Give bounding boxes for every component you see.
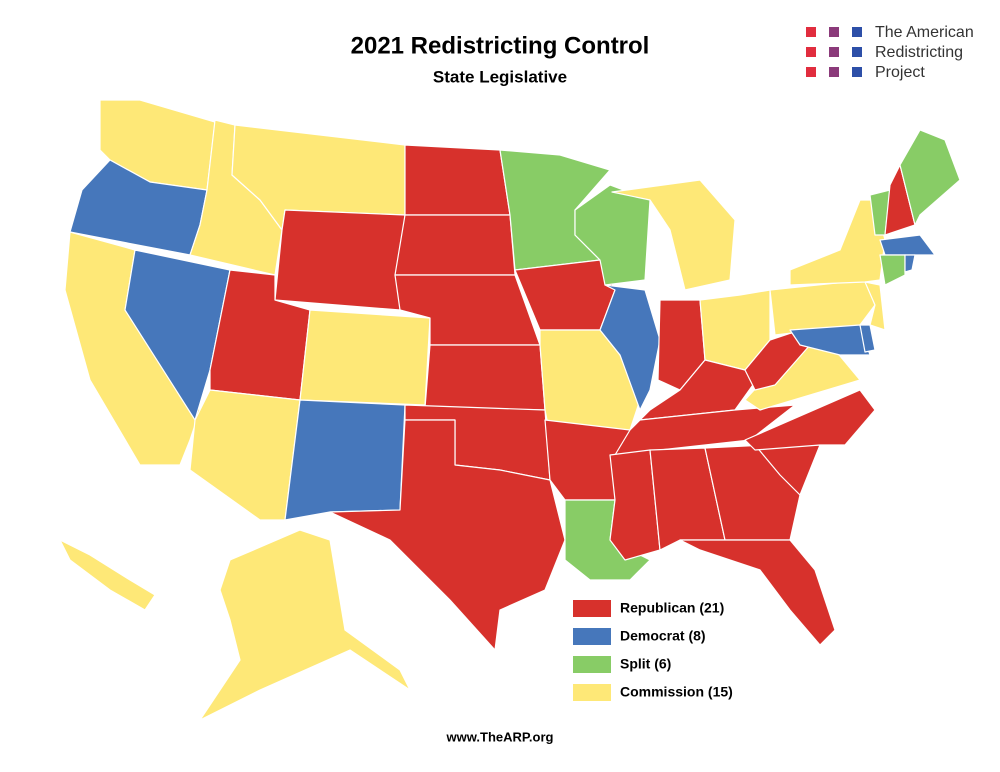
logo: The American Redistricting Project: [806, 24, 974, 81]
legend-swatch: [573, 656, 611, 673]
state: [274, 209, 406, 311]
logo-square: [829, 47, 839, 57]
state: [394, 214, 516, 276]
state: [189, 389, 301, 521]
state: [864, 281, 886, 331]
us-map: [59, 99, 961, 721]
state: [879, 254, 906, 286]
state: [424, 344, 546, 411]
logo-text: Redistricting: [875, 44, 963, 61]
state: [899, 129, 961, 226]
state: [59, 539, 156, 611]
logo-square: [806, 47, 816, 57]
state: [611, 179, 736, 291]
state: [599, 284, 661, 411]
logo-square: [829, 67, 839, 77]
legend: Republican (21) Democrat (8) Split (6) Comm…: [573, 600, 733, 701]
state: [789, 324, 871, 356]
logo-text: Project: [875, 64, 925, 81]
legend-swatch: [573, 600, 611, 617]
legend-label: Split (6): [620, 656, 671, 672]
state: [299, 309, 431, 406]
title: 2021 Redistricting Control: [351, 32, 650, 59]
logo-text: The American: [875, 24, 974, 41]
state: [199, 529, 411, 721]
state: [329, 419, 566, 651]
legend-swatch: [573, 628, 611, 645]
state: [879, 234, 936, 256]
subtitle: State Legislative: [433, 67, 567, 86]
logo-square: [806, 67, 816, 77]
state: [904, 254, 916, 273]
logo-square: [852, 27, 862, 37]
footer-url: www.TheARP.org: [446, 729, 554, 744]
logo-square: [852, 47, 862, 57]
legend-label: Democrat (8): [620, 628, 706, 644]
legend-swatch: [573, 684, 611, 701]
state: [859, 324, 876, 353]
state: [284, 399, 406, 521]
legend-label: Republican (21): [620, 600, 724, 616]
state: [574, 184, 651, 286]
state: [124, 249, 231, 421]
logo-square: [806, 27, 816, 37]
state: [404, 144, 511, 216]
legend-label: Commission (15): [620, 684, 733, 700]
state: [679, 539, 836, 646]
logo-square: [852, 67, 862, 77]
state: [789, 199, 886, 286]
logo-square: [829, 27, 839, 37]
state: [744, 389, 876, 451]
